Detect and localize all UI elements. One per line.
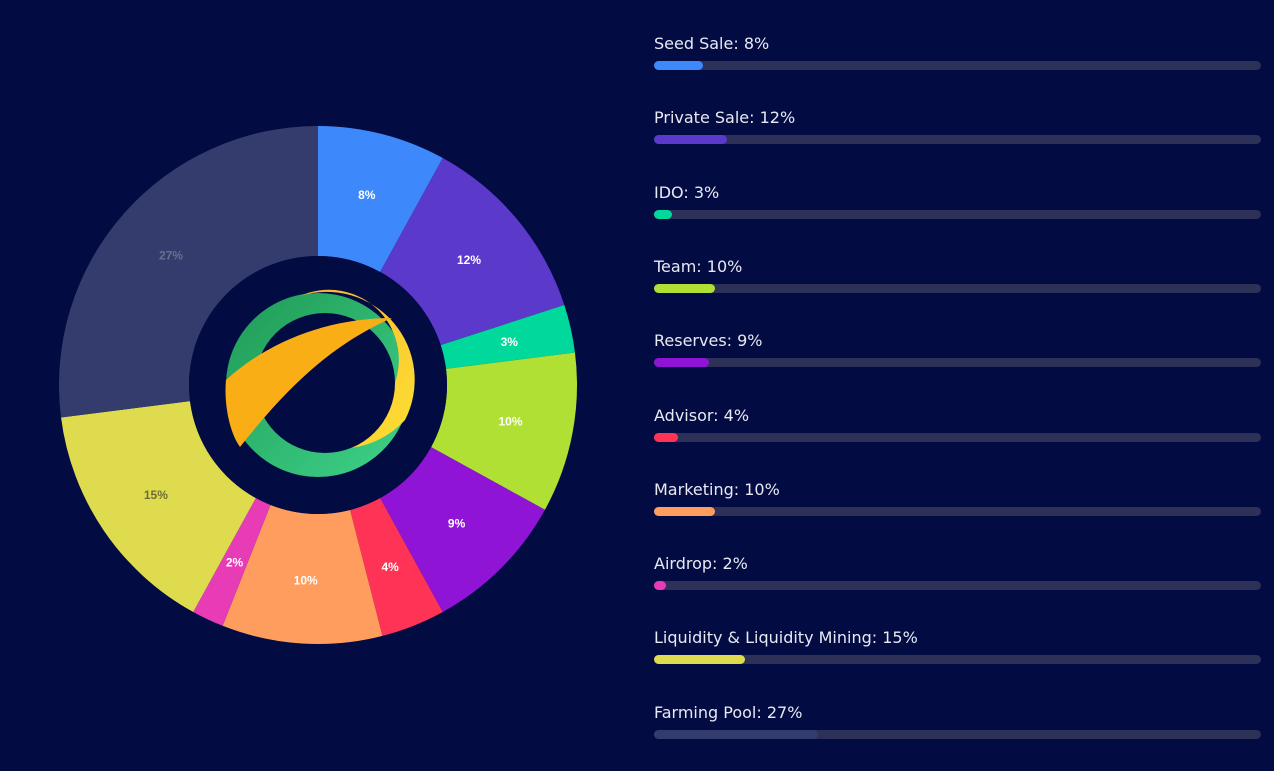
legend-label: Reserves: 9%: [654, 331, 763, 351]
legend-item: Advisor: 4%: [654, 406, 1261, 446]
legend-item: Farming Pool: 27%: [654, 703, 1261, 743]
slice-private-sale[interactable]: [380, 158, 565, 346]
legend-item: Marketing: 10%: [654, 480, 1261, 520]
progress-fill: [654, 655, 746, 665]
progress-fill: [654, 135, 727, 145]
slice-label: 9%: [448, 517, 466, 531]
progress-fill: [654, 506, 715, 516]
slice-label: 8%: [358, 188, 376, 202]
slice-label: 10%: [499, 415, 523, 429]
slice-airdrop[interactable]: [193, 498, 271, 626]
progress-fill: [654, 581, 667, 591]
progress-fill: [654, 358, 709, 368]
slice-label: 10%: [294, 574, 318, 588]
progress-track: [654, 581, 1261, 591]
slice-label: 4%: [381, 560, 399, 574]
progress-track: [654, 432, 1261, 442]
legend-label: Airdrop: 2%: [654, 554, 748, 574]
donut-chart: 8% 12% 3% 10% 9% 4% 10% 2% 15% 27%: [58, 126, 577, 644]
ring-logo-icon: [225, 289, 415, 477]
slice-label: 3%: [501, 335, 519, 349]
progress-fill: [654, 283, 715, 293]
slice-label: 2%: [226, 555, 244, 569]
progress-fill: [654, 432, 679, 442]
legend-item: Team: 10%: [654, 257, 1261, 297]
progress-fill: [654, 61, 703, 70]
slice-reserves[interactable]: [380, 447, 545, 612]
slice-ido[interactable]: [440, 304, 575, 369]
progress-track: [654, 506, 1261, 516]
slice-team[interactable]: [431, 352, 577, 510]
slice-farming-pool[interactable]: [58, 126, 318, 418]
progress-track: [654, 135, 1261, 145]
legend-label: Liquidity & Liquidity Mining: 15%: [654, 628, 918, 648]
legend-item: Liquidity & Liquidity Mining: 15%: [654, 628, 1261, 668]
legend-item: IDO: 3%: [654, 183, 1261, 223]
slice-advisor[interactable]: [350, 498, 443, 636]
legend-item: Private Sale: 12%: [654, 108, 1261, 148]
slice-label: 27%: [159, 248, 183, 262]
legend-item: Seed Sale: 8%: [654, 34, 1261, 74]
slice-label: 12%: [457, 253, 481, 267]
slice-label: 15%: [144, 488, 168, 502]
progress-track: [654, 729, 1261, 739]
progress-track: [654, 209, 1261, 219]
slice-seed-sale[interactable]: [318, 126, 443, 272]
legend-label: Seed Sale: 8%: [654, 34, 770, 53]
slice-liquidity-liquidity-mining[interactable]: [61, 401, 256, 612]
legend-label: Team: 10%: [654, 256, 743, 276]
legend-label: Marketing: 10%: [654, 479, 780, 499]
progress-track: [654, 283, 1261, 293]
progress-track: [654, 358, 1261, 368]
legend-item: Airdrop: 2%: [654, 554, 1261, 594]
legend-label: Advisor: 4%: [654, 405, 750, 425]
slice-marketing[interactable]: [222, 504, 383, 644]
progress-fill: [654, 209, 673, 219]
legend-label: Private Sale: 12%: [654, 108, 796, 128]
progress-fill: [654, 729, 818, 739]
legend-label: IDO: 3%: [654, 182, 720, 202]
progress-track: [654, 655, 1261, 665]
legend-label: Farming Pool: 27%: [654, 702, 803, 722]
legend-item: Reserves: 9%: [654, 331, 1261, 371]
progress-track: [654, 61, 1261, 70]
